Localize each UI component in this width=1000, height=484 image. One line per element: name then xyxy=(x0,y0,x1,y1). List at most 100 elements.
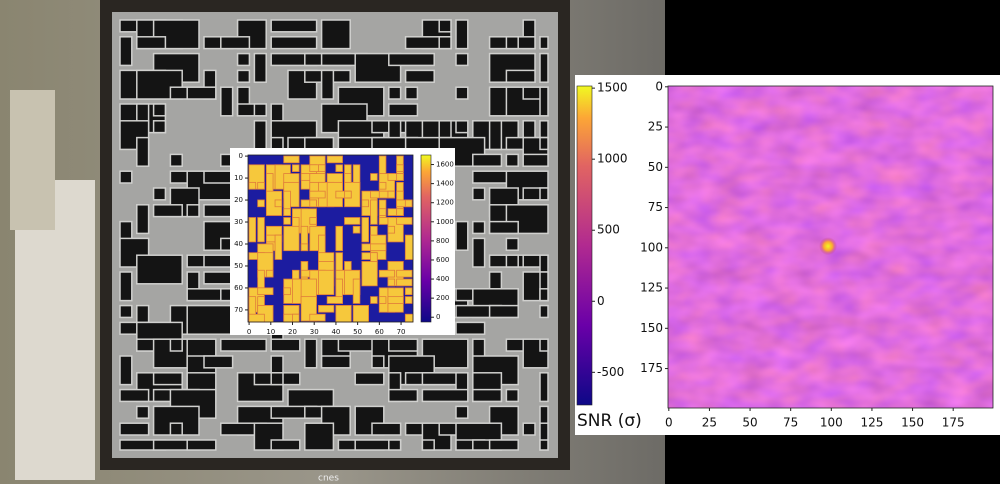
mask-hole xyxy=(304,422,335,451)
y-tick-label: 0 xyxy=(655,79,663,93)
y-tick-label: 75 xyxy=(648,200,663,214)
mask-hole xyxy=(539,36,549,50)
mask-hole xyxy=(119,422,150,436)
mask-hole xyxy=(119,237,150,268)
mask-hole xyxy=(169,338,183,352)
logo-text: cnes xyxy=(318,474,339,484)
mask-hole xyxy=(505,69,536,83)
mask-hole xyxy=(388,439,402,451)
mask-cell xyxy=(404,287,413,296)
mask-hole xyxy=(472,237,486,268)
mask-hole xyxy=(152,120,167,134)
mask-hole xyxy=(488,220,519,235)
mask-hole xyxy=(455,120,469,134)
mask-hole xyxy=(270,36,318,50)
mask-hole xyxy=(320,69,335,100)
snr-chart: 0 25 50 75 100 125 150 175 0 25 50 75 100 125 150 175 -5… xyxy=(576,79,994,431)
mask-hole xyxy=(270,372,284,386)
mask-cell xyxy=(370,199,378,225)
x-tick-label: 0 xyxy=(665,416,673,430)
mask-cell xyxy=(292,164,300,172)
mask-cell xyxy=(274,199,283,208)
mask-cell xyxy=(361,261,378,287)
y-tick-label: 40 xyxy=(234,240,243,248)
mask-hole xyxy=(539,86,549,117)
mask-hole xyxy=(320,355,351,369)
x-tick-label: 75 xyxy=(783,416,798,430)
mask-hole xyxy=(119,304,133,319)
colorbar-tick-label: 1000 xyxy=(436,218,454,226)
mask-hole xyxy=(253,52,267,83)
plot-frame xyxy=(667,85,994,409)
plot-frame xyxy=(247,154,414,323)
mask-hole xyxy=(136,36,167,50)
mask-hole xyxy=(119,170,133,184)
colorbar xyxy=(420,154,432,323)
mask-cell xyxy=(404,313,414,323)
y-tick-label: 50 xyxy=(648,160,663,174)
mask-hole xyxy=(539,187,549,201)
x-tick-label: 60 xyxy=(375,328,384,336)
y-tick-label: 20 xyxy=(234,196,243,204)
mask-cell xyxy=(378,296,387,304)
mask-cell xyxy=(248,217,257,243)
colorbar-tick-label: 600 xyxy=(436,256,449,264)
mask-hole xyxy=(270,19,318,33)
mask-hole xyxy=(455,52,469,67)
mask-hole xyxy=(186,204,200,218)
mask-cell xyxy=(318,269,335,296)
mask-cell xyxy=(387,278,396,287)
mask-cell xyxy=(257,287,274,296)
mask-cell xyxy=(387,190,396,199)
mask-cell xyxy=(257,217,265,243)
mask-cell xyxy=(309,313,326,322)
mask-hole xyxy=(472,187,486,201)
mask-hole xyxy=(119,388,150,403)
mask-cell xyxy=(283,225,300,252)
mask-cell xyxy=(352,225,361,234)
y-tick-label: 60 xyxy=(234,284,243,292)
mask-hole xyxy=(438,36,452,50)
mask-cell xyxy=(396,278,413,287)
mask-hole xyxy=(304,338,318,369)
mask-cell xyxy=(257,181,265,190)
mask-cell xyxy=(361,217,369,243)
x-tick-label: 150 xyxy=(901,416,924,430)
mask-cell xyxy=(344,217,361,225)
mask-cell xyxy=(283,155,300,164)
mask-cell xyxy=(396,269,413,278)
x-tick-label: 40 xyxy=(331,328,340,336)
mask-hole xyxy=(220,86,234,117)
mask-cell xyxy=(396,208,404,216)
colorbar-tick-label: 0 xyxy=(436,313,440,321)
y-tick-label: 150 xyxy=(640,321,663,335)
mask-hole xyxy=(371,422,402,436)
mask-hole xyxy=(539,439,549,451)
mask-hole xyxy=(220,36,251,50)
mask-hole xyxy=(186,304,234,335)
mask-cell xyxy=(378,181,387,190)
mask-cell xyxy=(396,217,413,225)
mask-hole xyxy=(270,439,301,451)
mask-hole xyxy=(388,103,419,117)
y-tick-label: 25 xyxy=(648,120,663,134)
x-tick-label: 25 xyxy=(702,416,717,430)
mask-hole xyxy=(203,271,234,285)
mask-hole xyxy=(488,120,503,151)
mask-hole xyxy=(438,19,452,33)
x-tick-label: 50 xyxy=(353,328,362,336)
x-tick-label: 50 xyxy=(742,416,757,430)
mask-hole xyxy=(421,388,469,403)
mask-cell xyxy=(370,173,378,181)
mask-hole xyxy=(136,254,183,285)
x-tick-label: 100 xyxy=(820,416,843,430)
mask-cell xyxy=(318,164,326,172)
mask-cell xyxy=(326,155,343,164)
mask-cell xyxy=(326,296,343,304)
mask-hole xyxy=(119,355,133,386)
y-tick-label: 125 xyxy=(640,281,663,295)
mask-hole xyxy=(152,204,183,218)
x-tick-label: 125 xyxy=(860,416,883,430)
mask-cell xyxy=(300,243,309,252)
